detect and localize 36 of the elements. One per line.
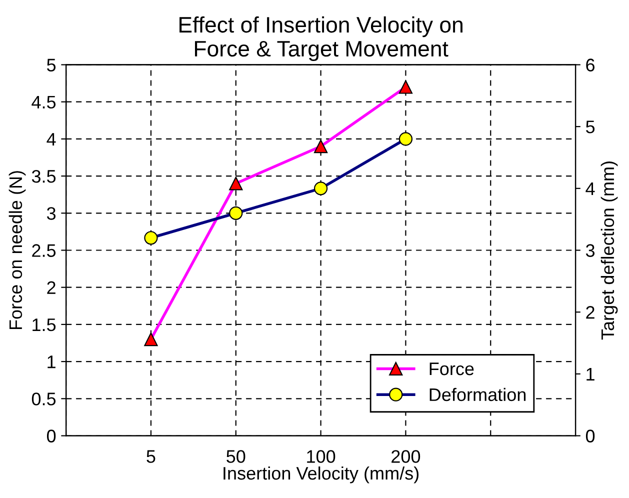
y2-tick-label: 0 — [586, 430, 595, 442]
y2-axis-title: Target deflection (mm) — [600, 162, 618, 340]
y-tick-label: 1.5 — [32, 318, 56, 332]
point — [229, 206, 243, 220]
y2-tick-label: 5 — [586, 120, 595, 134]
y-tick-label: 1 — [48, 356, 56, 368]
y-tick-label: 2 — [47, 281, 56, 294]
point — [144, 231, 158, 245]
y-axis-title: Force on needle (N) — [8, 171, 26, 330]
y-tick-label: 4 — [46, 133, 56, 146]
x-tick-label: 5 — [146, 450, 156, 463]
y-tick-label: 5 — [47, 58, 56, 72]
x-tick-label: 100 — [307, 450, 336, 463]
x-tick-label: 50 — [226, 450, 246, 463]
chart-title: Effect of Insertion Velocity on Force & Target Movement — [180, 16, 462, 62]
point — [314, 140, 328, 154]
y2-tick-label: 1 — [586, 368, 594, 380]
legend-label: Force — [430, 362, 474, 376]
y2-tick-label: 3 — [586, 244, 595, 257]
point — [314, 182, 328, 196]
point — [229, 176, 243, 190]
y-tick-label: 0.5 — [32, 392, 56, 406]
y-tick-label: 2.5 — [32, 244, 56, 257]
x-tick-label: 200 — [392, 450, 420, 463]
y2-tick-label: 2 — [586, 306, 594, 319]
x-axis-title: Insertion Velocity (mm/s) — [224, 466, 419, 484]
legend-label: Deformation — [430, 388, 526, 402]
point — [398, 132, 413, 146]
y2-tick-label: 4 — [586, 182, 595, 195]
y-tick-label: 3 — [46, 207, 56, 220]
point — [144, 332, 158, 346]
y-tick-label: 3.5 — [32, 170, 56, 183]
y-tick-label: 4.5 — [32, 96, 56, 109]
point — [398, 80, 413, 94]
y2-tick-label: 6 — [586, 58, 595, 72]
y-tick-label: 0 — [46, 430, 56, 442]
